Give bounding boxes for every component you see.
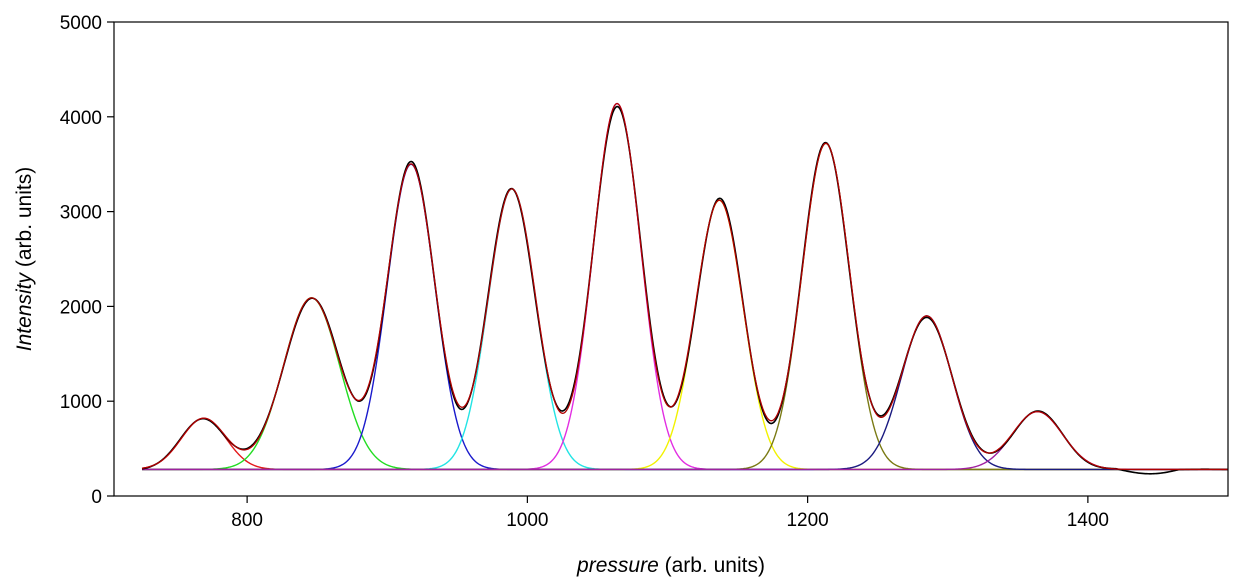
data-line [141, 105, 1229, 475]
x-tick-label-1200: 1200 [786, 510, 828, 531]
y-axis-title-units: (arb. units) [13, 167, 36, 273]
peak-component-1 [141, 417, 1228, 471]
x-axis-title-italic: pressure [576, 554, 659, 577]
peak-components [141, 102, 1228, 471]
peak-component-2 [142, 297, 1228, 471]
plot-frame [113, 21, 1229, 497]
peak-component-3 [142, 163, 1228, 471]
peak-component-8 [142, 315, 1228, 471]
y-axis: 0 1000 2000 3000 4000 5000 [60, 13, 114, 508]
x-axis-title: pressure (arb. units) [576, 554, 765, 577]
peak-component-9 [142, 410, 1228, 471]
y-tick-label-5000: 5000 [60, 13, 102, 34]
x-tick-label-800: 800 [231, 510, 263, 531]
y-tick-label-2000: 2000 [60, 297, 102, 318]
fit-line [141, 102, 1228, 471]
x-axis-title-units: (arb. units) [659, 554, 765, 577]
x-tick-label-1400: 1400 [1067, 510, 1109, 531]
series-lines [141, 102, 1229, 475]
y-tick-label-0: 0 [91, 487, 102, 508]
y-tick-label-1000: 1000 [60, 392, 102, 413]
y-tick-label-4000: 4000 [60, 108, 102, 129]
x-axis: 800 1000 1200 1400 [231, 496, 1109, 531]
peak-component-7 [142, 142, 1228, 471]
y-tick-label-3000: 3000 [60, 203, 102, 224]
y-axis-title-italic: Intensity [13, 272, 36, 352]
peak-component-6 [142, 199, 1228, 471]
x-tick-label-1000: 1000 [506, 510, 548, 531]
y-axis-title: Intensity (arb. units) [13, 167, 36, 351]
peak-component-4 [142, 188, 1228, 471]
peak-component-5 [142, 102, 1228, 471]
